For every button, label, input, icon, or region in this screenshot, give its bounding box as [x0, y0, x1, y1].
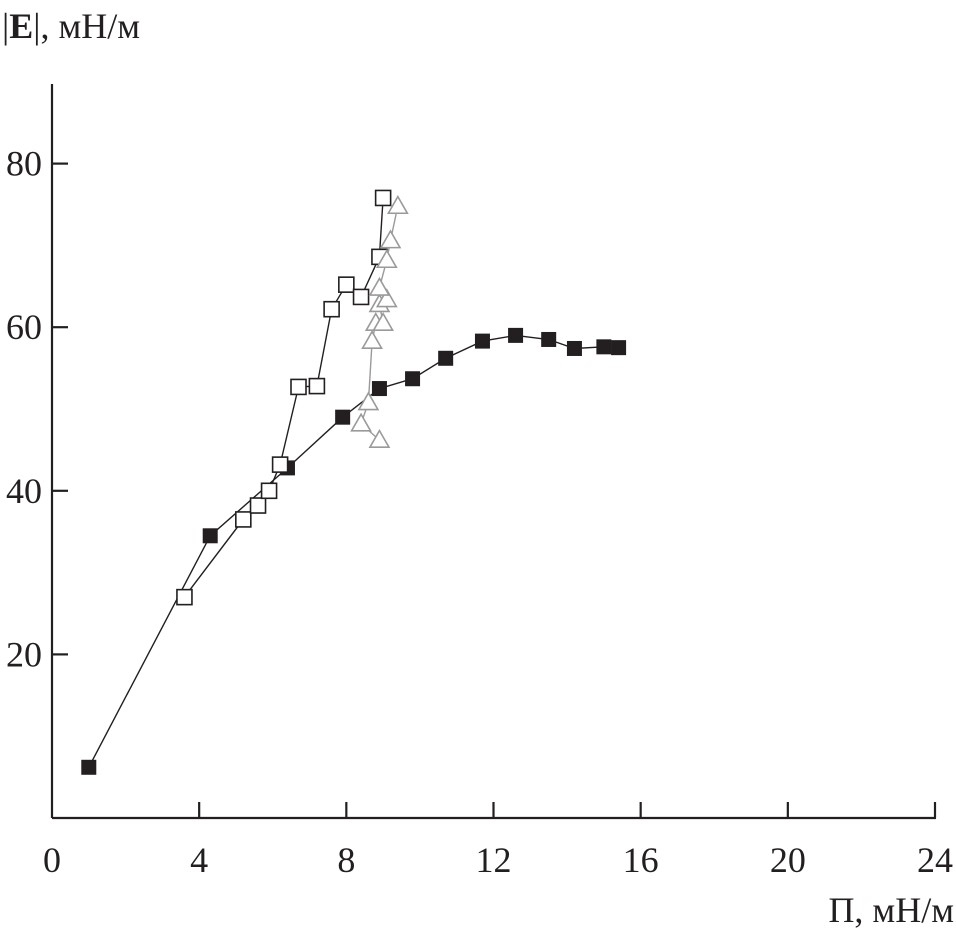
y-axis-title: |E|, мН/м [2, 6, 140, 46]
x-axis-title: П, мН/м [828, 890, 954, 930]
data-point [81, 759, 97, 775]
data-point [596, 339, 612, 355]
data-point [375, 249, 398, 269]
data-point [379, 229, 402, 249]
x-tick-label: 12 [476, 840, 512, 880]
data-point [474, 333, 490, 349]
data-point [323, 300, 340, 318]
data-point [350, 412, 372, 432]
data-point [361, 329, 383, 350]
y-tick-label: 80 [6, 144, 42, 184]
y-tick-label: 20 [6, 634, 42, 674]
data-point [374, 189, 392, 207]
data-point [371, 381, 387, 397]
data-point [290, 378, 307, 396]
data-point [368, 276, 391, 296]
y-tick-label: 60 [6, 307, 42, 347]
data-point [611, 340, 627, 356]
series-open-triangle [350, 195, 409, 449]
x-tick-label: 8 [337, 840, 355, 880]
data-point [338, 276, 355, 293]
data-point [202, 528, 218, 544]
data-point [405, 371, 421, 387]
data-point [260, 482, 278, 500]
data-point [386, 195, 409, 215]
series-layer [81, 189, 627, 775]
series-line [88, 334, 619, 768]
data-point [249, 497, 267, 514]
y-tick-label: 40 [6, 471, 42, 511]
data-point [368, 428, 391, 449]
data-point [438, 350, 454, 366]
y-ticks: 20 40 60 80 [6, 144, 68, 674]
data-point [541, 331, 557, 347]
x-tick-label: 0 [43, 840, 61, 880]
x-tick-label: 24 [917, 840, 953, 880]
series-open-square [176, 189, 392, 606]
data-point [375, 288, 398, 308]
data-point [566, 340, 582, 356]
data-point [271, 456, 289, 473]
series-filled-square [81, 327, 627, 775]
data-point [372, 311, 395, 332]
data-point [176, 588, 193, 606]
x-ticks: 0 4 8 12 16 20 24 [43, 802, 953, 880]
x-tick-label: 16 [623, 840, 659, 880]
data-point [357, 391, 380, 411]
data-point [335, 409, 351, 425]
x-tick-label: 20 [770, 840, 806, 880]
x-tick-label: 4 [190, 840, 208, 880]
data-point [508, 327, 524, 343]
data-point [235, 511, 252, 528]
data-point [352, 288, 370, 306]
data-point [308, 377, 326, 395]
